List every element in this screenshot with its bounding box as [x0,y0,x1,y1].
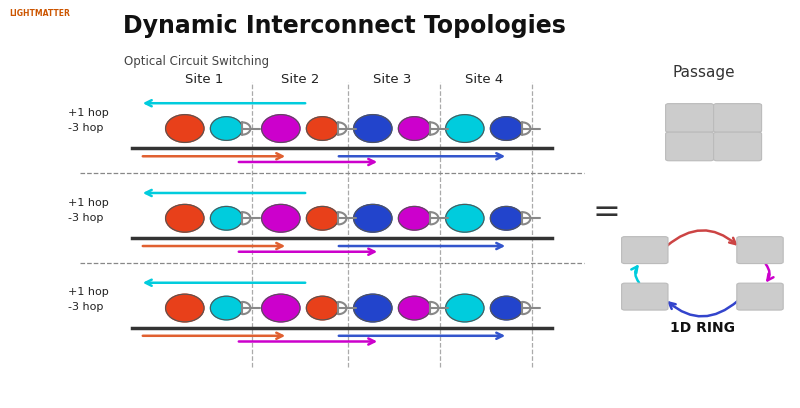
Text: 1: 1 [684,109,695,127]
Text: =: = [593,196,620,228]
Text: +1 hop
-3 hop: +1 hop -3 hop [68,288,109,312]
FancyBboxPatch shape [666,132,714,161]
Ellipse shape [166,204,204,232]
Text: Passage: Passage [673,65,735,80]
Ellipse shape [354,204,392,232]
Text: 2: 2 [732,109,743,127]
FancyBboxPatch shape [666,104,714,132]
FancyArrowPatch shape [631,266,639,283]
Text: 3: 3 [684,137,695,155]
FancyBboxPatch shape [737,283,783,310]
Ellipse shape [446,294,484,322]
Text: LIGHTMATTER: LIGHTMATTER [10,9,70,18]
Text: +1 hop
-3 hop: +1 hop -3 hop [68,198,109,222]
Ellipse shape [210,296,242,320]
Text: Site 4: Site 4 [465,73,503,86]
Ellipse shape [398,206,430,230]
Ellipse shape [306,206,338,230]
Text: Site 1: Site 1 [185,73,223,86]
Ellipse shape [306,296,338,320]
FancyBboxPatch shape [714,104,762,132]
Ellipse shape [210,206,242,230]
FancyBboxPatch shape [622,283,668,310]
FancyBboxPatch shape [714,132,762,161]
FancyArrowPatch shape [766,264,774,280]
Ellipse shape [446,115,484,142]
Ellipse shape [354,294,392,322]
Text: 4: 4 [639,288,650,306]
Ellipse shape [262,204,300,232]
Ellipse shape [262,115,300,142]
Ellipse shape [354,115,392,142]
Ellipse shape [166,294,204,322]
FancyBboxPatch shape [622,237,668,264]
Ellipse shape [262,294,300,322]
Text: 3: 3 [754,288,766,306]
Text: +1 hop
-3 hop: +1 hop -3 hop [68,108,109,133]
Ellipse shape [398,296,430,320]
Text: Site 2: Site 2 [281,73,319,86]
Ellipse shape [446,204,484,232]
Text: Site 3: Site 3 [373,73,411,86]
Text: 1D RING: 1D RING [670,321,735,335]
Text: Optical Circuit Switching: Optical Circuit Switching [124,55,269,68]
Text: Dynamic Interconnect Topologies: Dynamic Interconnect Topologies [122,14,566,38]
Ellipse shape [490,206,522,230]
Ellipse shape [306,117,338,140]
Text: 4: 4 [732,137,743,155]
Text: 1: 1 [639,241,650,259]
Ellipse shape [398,117,430,140]
FancyBboxPatch shape [737,237,783,264]
Ellipse shape [490,296,522,320]
Ellipse shape [490,117,522,140]
Ellipse shape [166,115,204,142]
Ellipse shape [210,117,242,140]
FancyArrowPatch shape [669,301,738,316]
FancyArrowPatch shape [667,231,736,246]
Text: 2: 2 [754,241,766,259]
